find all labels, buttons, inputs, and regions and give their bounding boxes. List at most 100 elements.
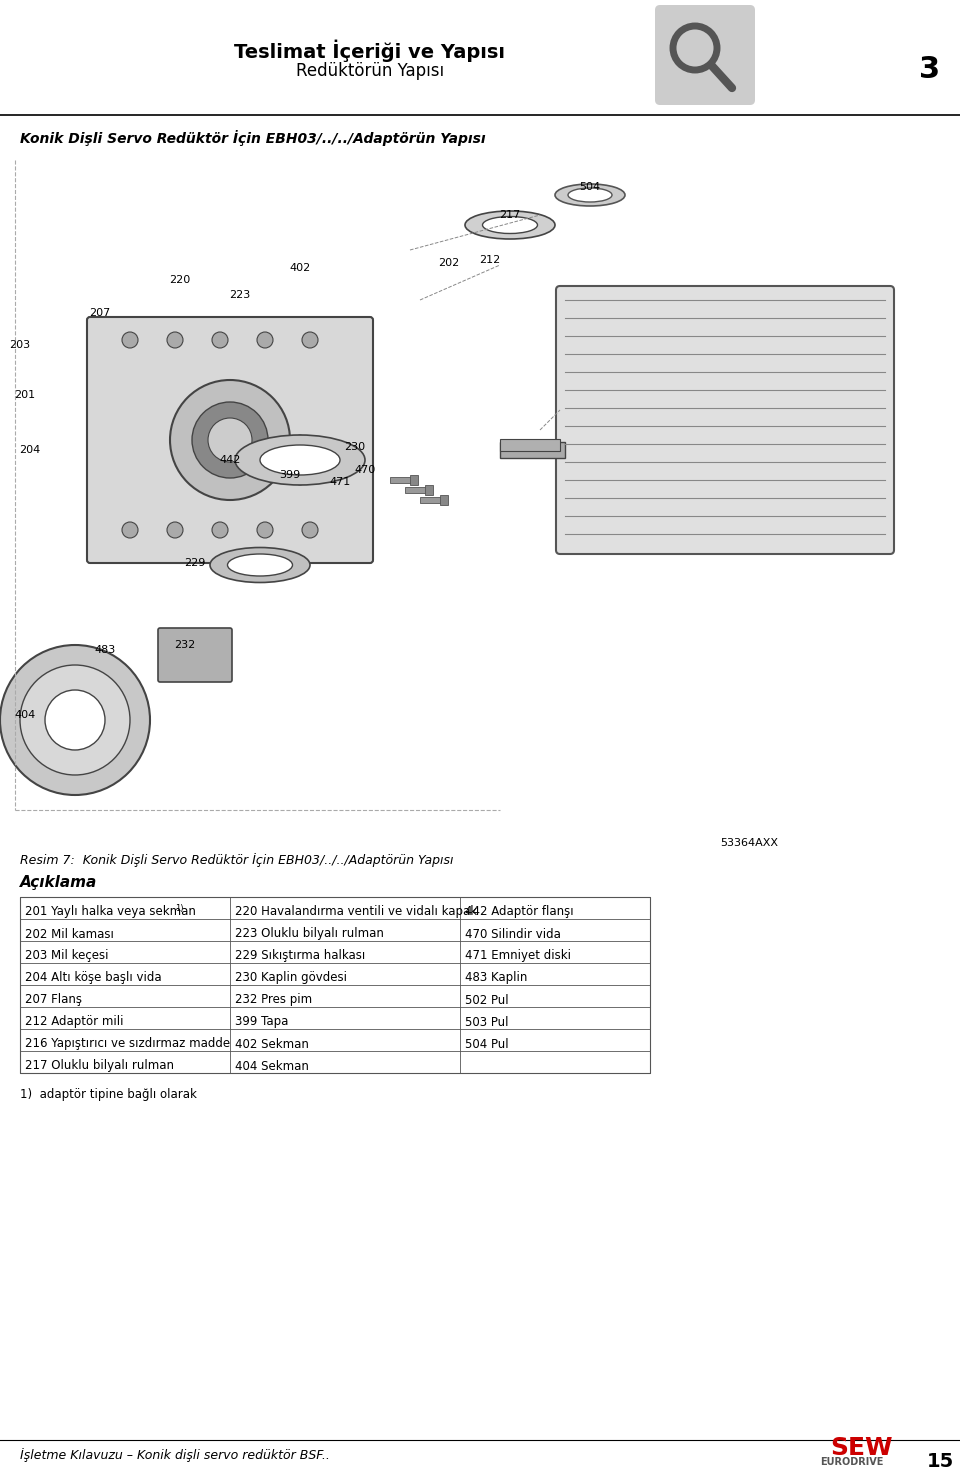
Bar (500, 439, 560, 451)
Text: 470 Silindir vida: 470 Silindir vida (465, 927, 561, 941)
Circle shape (122, 522, 138, 538)
Text: 404 Sekman: 404 Sekman (235, 1059, 309, 1072)
Circle shape (256, 441, 266, 451)
Text: EURODRIVE: EURODRIVE (820, 1457, 883, 1467)
Ellipse shape (210, 547, 310, 583)
Circle shape (240, 456, 250, 464)
Text: 230: 230 (345, 442, 366, 453)
Circle shape (334, 469, 344, 479)
Text: 202 Mil kaması: 202 Mil kaması (25, 927, 114, 941)
Text: 207 Flanş: 207 Flanş (25, 994, 82, 1007)
Text: 504 Pul: 504 Pul (465, 1037, 509, 1050)
Text: İşletme Kılavuzu – Konik dişli servo redüktör BSF..: İşletme Kılavuzu – Konik dişli servo red… (20, 1448, 330, 1461)
Text: Açıklama: Açıklama (20, 876, 97, 890)
FancyBboxPatch shape (87, 317, 373, 563)
Text: 217 Oluklu bilyalı rulman: 217 Oluklu bilyalı rulman (25, 1059, 174, 1072)
Circle shape (257, 522, 273, 538)
Circle shape (256, 469, 266, 479)
Text: 207: 207 (89, 308, 110, 318)
Text: 230 Kaplin gövdesi: 230 Kaplin gövdesi (235, 972, 347, 985)
Text: 229: 229 (184, 558, 205, 568)
Circle shape (20, 666, 130, 775)
Circle shape (167, 522, 183, 538)
Text: 204: 204 (19, 445, 40, 456)
Text: Teslimat İçeriği ve Yapısı: Teslimat İçeriği ve Yapısı (234, 40, 506, 62)
Circle shape (0, 645, 150, 796)
Ellipse shape (568, 188, 612, 203)
Text: 212 Adaptör mili: 212 Adaptör mili (25, 1016, 124, 1028)
Text: 201: 201 (14, 390, 36, 399)
Text: 201 Yaylı halka veya sekman: 201 Yaylı halka veya sekman (25, 905, 196, 918)
Text: 232 Pres pim: 232 Pres pim (235, 994, 312, 1007)
Text: 203 Mil keçesi: 203 Mil keçesi (25, 950, 108, 963)
Text: 402 Sekman: 402 Sekman (235, 1037, 309, 1050)
Bar (425, 485, 433, 495)
Text: 502 Pul: 502 Pul (465, 994, 509, 1007)
Text: 202: 202 (438, 257, 459, 268)
Circle shape (302, 522, 318, 538)
Text: 442: 442 (219, 456, 241, 464)
Text: 216 Yapıştırıcı ve sızdırmaz madde: 216 Yapıştırıcı ve sızdırmaz madde (25, 1037, 230, 1050)
FancyBboxPatch shape (158, 629, 232, 682)
Circle shape (212, 331, 228, 348)
Text: 203: 203 (10, 340, 31, 351)
FancyBboxPatch shape (556, 285, 894, 555)
Bar (500, 442, 565, 458)
Text: 402: 402 (289, 263, 311, 274)
Ellipse shape (483, 216, 538, 234)
Text: 53364AXX: 53364AXX (720, 839, 778, 847)
Circle shape (295, 435, 305, 445)
Text: 1): 1) (176, 904, 184, 913)
Text: 15: 15 (926, 1452, 953, 1472)
Text: 504: 504 (580, 182, 601, 192)
Ellipse shape (260, 445, 340, 475)
Bar (20, 896, 650, 1072)
Text: Resim 7:  Konik Dişli Servo Redüktör İçin EBH03/../../Adaptörün Yapısı: Resim 7: Konik Dişli Servo Redüktör İçin… (20, 853, 453, 867)
Text: 399: 399 (279, 470, 300, 481)
Text: 212: 212 (479, 254, 500, 265)
Circle shape (257, 331, 273, 348)
Circle shape (45, 691, 105, 750)
Circle shape (334, 441, 344, 451)
Text: 232: 232 (175, 640, 196, 649)
Bar (10, 149, 950, 830)
Circle shape (350, 456, 360, 464)
Circle shape (167, 331, 183, 348)
Text: 503 Pul: 503 Pul (465, 1016, 509, 1028)
Circle shape (170, 380, 290, 500)
Text: SEW: SEW (830, 1436, 893, 1460)
Text: 220 Havalandırma ventili ve vidalı kapak: 220 Havalandırma ventili ve vidalı kapak (235, 905, 477, 918)
Circle shape (208, 419, 252, 461)
Circle shape (295, 475, 305, 485)
Ellipse shape (555, 183, 625, 206)
Bar (405, 487, 430, 493)
Text: 220: 220 (169, 275, 191, 285)
Bar (410, 475, 418, 485)
Bar (440, 495, 448, 504)
Text: 471: 471 (329, 478, 350, 487)
Text: 483: 483 (94, 645, 115, 655)
Text: 3: 3 (920, 55, 941, 84)
Text: 404: 404 (14, 710, 36, 720)
Text: 471 Emniyet diski: 471 Emniyet diski (465, 950, 571, 963)
Ellipse shape (465, 211, 555, 240)
Text: 1)  adaptör tipine bağlı olarak: 1) adaptör tipine bağlı olarak (20, 1089, 197, 1100)
Circle shape (122, 331, 138, 348)
Text: 223 Oluklu bilyalı rulman: 223 Oluklu bilyalı rulman (235, 927, 384, 941)
Bar (390, 478, 415, 484)
Text: 204 Altı köşe başlı vida: 204 Altı köşe başlı vida (25, 972, 161, 985)
Circle shape (302, 331, 318, 348)
Ellipse shape (235, 435, 365, 485)
Text: 483 Kaplin: 483 Kaplin (465, 972, 527, 985)
Bar (420, 497, 445, 503)
Text: 229 Sıkıştırma halkası: 229 Sıkıştırma halkası (235, 950, 365, 963)
Text: 223: 223 (229, 290, 251, 300)
Text: Konik Dişli Servo Redüktör İçin EBH03/../../Adaptörün Yapısı: Konik Dişli Servo Redüktör İçin EBH03/..… (20, 130, 486, 146)
Text: 442 Adaptör flanşı: 442 Adaptör flanşı (465, 905, 574, 918)
Text: Redüktörün Yapısı: Redüktörün Yapısı (296, 62, 444, 80)
Text: 470: 470 (354, 464, 375, 475)
Text: 399 Tapa: 399 Tapa (235, 1016, 288, 1028)
Text: 217: 217 (499, 210, 520, 220)
Ellipse shape (228, 555, 293, 575)
Circle shape (192, 402, 268, 478)
